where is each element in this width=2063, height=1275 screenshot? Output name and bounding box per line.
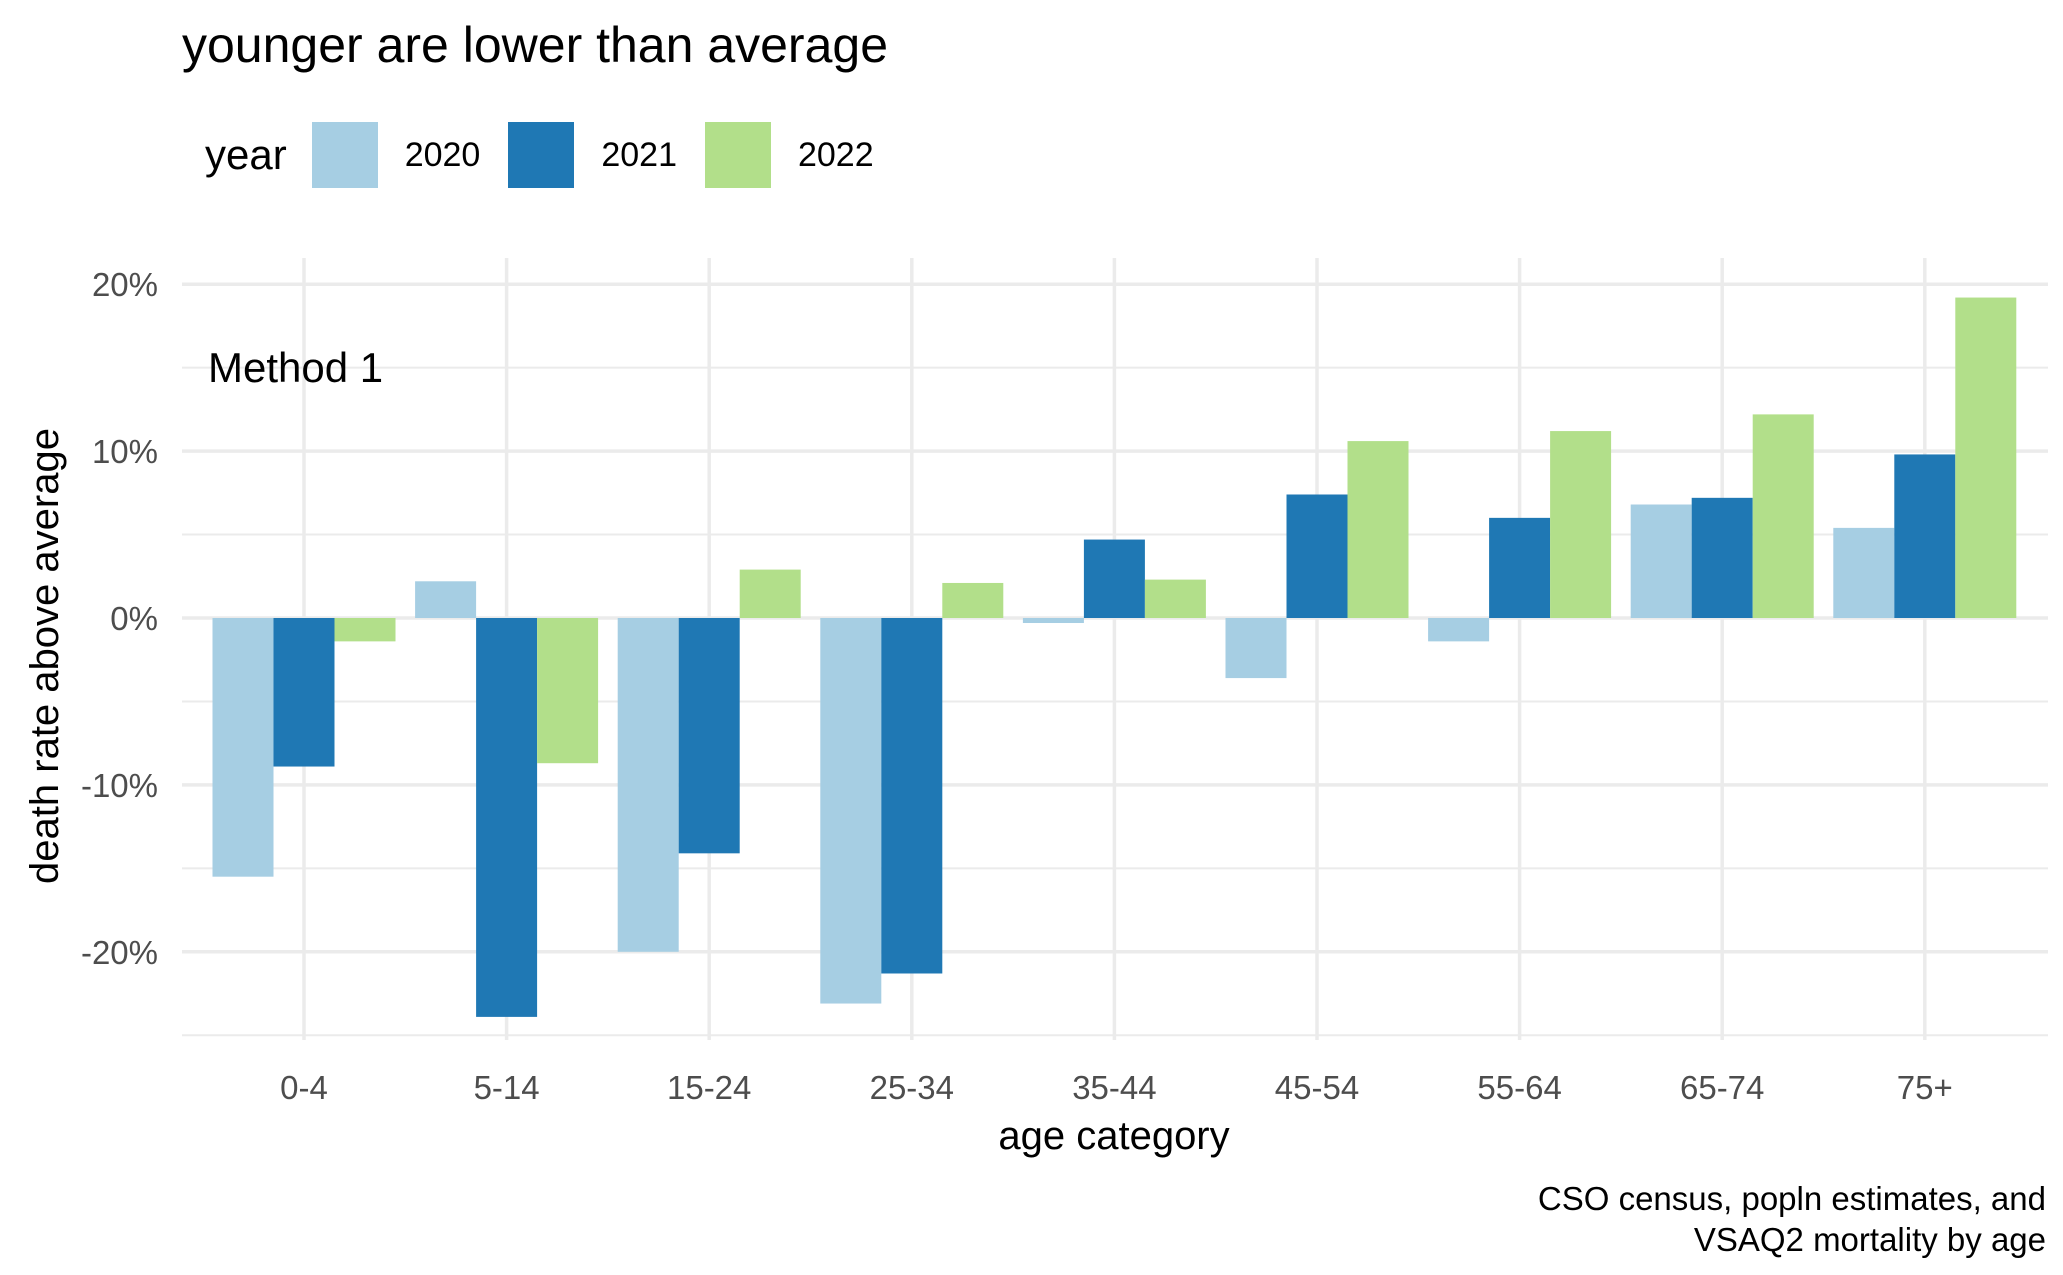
chart-title: younger are lower than average [182,17,889,73]
x-tick-label: 75+ [1897,1069,1953,1106]
bar-2021-55-64 [1489,517,1551,618]
bar-2020-25-34 [820,618,882,1004]
legend-swatch-2022 [704,122,771,188]
bar-2020-45-54 [1225,618,1287,679]
y-tick-label: 10% [92,433,158,470]
bar-2022-0-4 [334,618,396,642]
y-tick-label: -10% [81,767,158,804]
bar-2022-15-24 [739,569,801,618]
x-tick-label: 0-4 [280,1069,328,1106]
caption-line-2: VSAQ2 mortality by age [1693,1221,2046,1258]
bars-layer [212,297,2017,1017]
grid-layer [182,258,2048,1040]
method-annotation: Method 1 [208,344,383,391]
bar-2021-75+ [1894,454,1956,618]
bar-2021-15-24 [678,618,740,854]
bar-2021-35-44 [1083,539,1145,618]
bar-2022-35-44 [1144,579,1206,618]
legend-item-2022: 2022 [704,122,874,188]
x-tick-label: 5-14 [474,1069,540,1106]
x-axis-title: age category [998,1114,1229,1158]
legend-swatch-2021 [508,122,575,188]
bar-2022-65-74 [1752,414,1814,618]
ticks-layer: 20% 10% 0% -10% -20% 0-4 5-14 15-24 25-34 35-44 45… [81,266,1953,1106]
legend-item-2021: 2021 [508,122,677,188]
bar-2020-0-4 [212,618,274,877]
bar-2022-55-64 [1550,431,1612,618]
legend-title: year [205,131,287,178]
x-tick-label: 55-64 [1477,1069,1561,1106]
bar-2021-25-34 [881,618,943,974]
legend-item-2020: 2020 [311,122,481,188]
legend: year 2020 2021 2022 [205,122,902,188]
x-tick-label: 25-34 [870,1069,954,1106]
bar-2022-75+ [1955,297,2017,618]
legend-label-2021: 2021 [601,135,677,174]
y-tick-label: -20% [81,934,158,971]
bar-2020-65-74 [1630,504,1692,618]
bar-2022-5-14 [537,618,599,764]
x-tick-label: 45-54 [1275,1069,1359,1106]
bar-2022-45-54 [1347,441,1409,618]
y-tick-label: 20% [92,266,158,303]
bar-2020-55-64 [1428,618,1490,642]
bar-2022-25-34 [942,582,1004,618]
bar-2020-75+ [1833,527,1895,618]
legend-label-2020: 2020 [404,135,481,174]
y-tick-label: 0% [110,600,158,637]
legend-swatch-2020 [311,122,378,188]
x-tick-label: 35-44 [1072,1069,1156,1106]
bar-2021-5-14 [476,618,538,1017]
bar-2021-45-54 [1286,494,1348,618]
bar-2021-65-74 [1691,497,1753,618]
source-caption: CSO census, popln estimates, and VSAQ2 m… [1538,1178,2046,1260]
x-tick-label: 65-74 [1680,1069,1764,1106]
y-axis-title: death rate above average [23,428,67,884]
bar-2021-0-4 [273,618,335,767]
bar-2020-5-14 [415,581,477,618]
caption-line-1: CSO census, popln estimates, and [1537,1180,2046,1217]
bar-2020-15-24 [617,618,679,952]
legend-label-2022: 2022 [797,135,874,174]
x-tick-label: 15-24 [667,1069,751,1106]
bar-2020-35-44 [1022,618,1084,624]
